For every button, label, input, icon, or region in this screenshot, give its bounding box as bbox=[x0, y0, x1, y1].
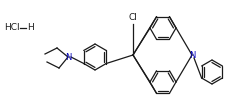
Text: N: N bbox=[189, 50, 195, 59]
Text: N: N bbox=[65, 53, 71, 62]
Text: Cl: Cl bbox=[129, 13, 137, 23]
Text: HCl: HCl bbox=[4, 23, 20, 33]
Text: H: H bbox=[27, 23, 34, 33]
